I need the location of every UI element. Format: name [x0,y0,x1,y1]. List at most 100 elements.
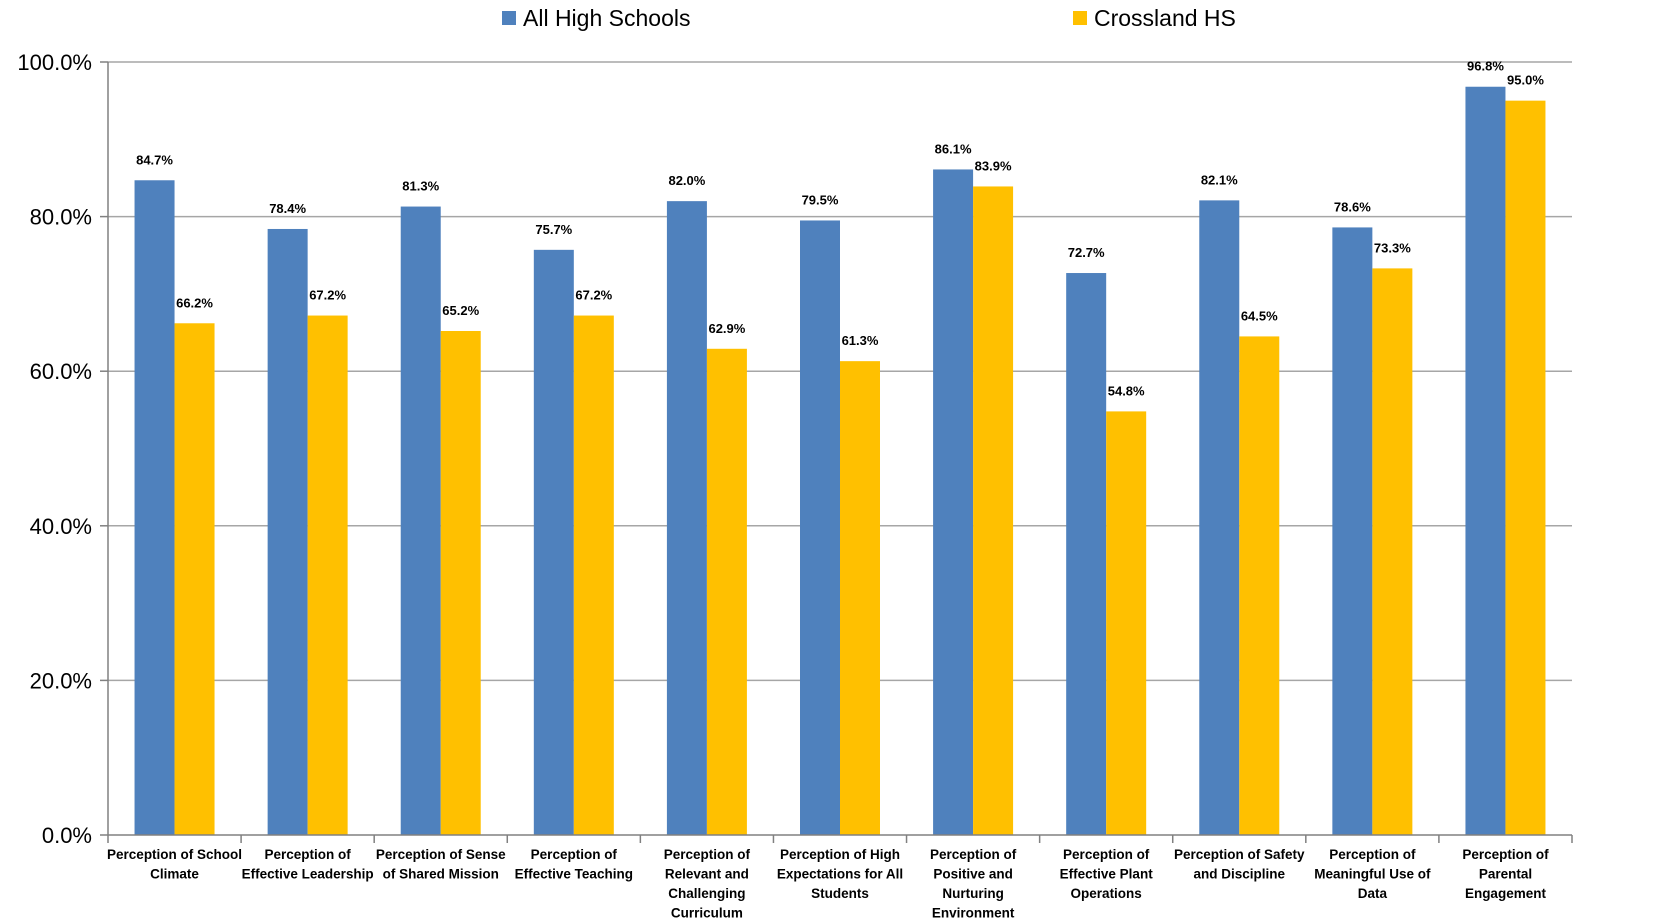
y-axis-ticks: 0.0% 20.0% 40.0% 60.0% 80.0% 100.0% [17,50,108,848]
x-tick-label-line: Climate [150,867,199,882]
data-label: 86.1% [935,141,972,156]
x-tick-label: Perception of Parental Engagement [1462,847,1549,901]
x-tick-label-line: Nurturing [942,886,1004,901]
x-tick-label-line: Engagement [1465,886,1547,901]
x-tick-label: Perception of Relevant and Challenging Curr… [664,847,751,921]
y-tick-label: 40.0% [30,514,92,539]
data-label: 79.5% [802,192,839,207]
x-tick-label-line: Expectations for All [777,867,903,882]
x-tick-label: Perception of Effective Leadership [242,847,374,882]
data-label: 81.3% [402,179,439,194]
bar-crossland-hs [174,323,215,835]
y-tick-label: 0.0% [42,823,92,848]
x-tick-label-line: Operations [1071,886,1142,901]
y-tick-label: 20.0% [30,668,92,693]
x-tick-label-line: Environment [932,906,1015,921]
x-tick-label-line: Perception of Sense [376,847,506,862]
x-tick-label-line: Positive and [933,867,1013,882]
bar-all-high-schools [267,228,308,835]
bar-all-high-schools [1199,200,1240,835]
x-tick-label-line: Effective Teaching [515,867,633,882]
legend-swatch-crossland-hs [1073,11,1087,25]
bar-all-high-schools [400,206,441,835]
bar-crossland-hs [1372,268,1413,835]
y-tick-label: 80.0% [30,205,92,230]
data-label: 83.9% [975,158,1012,173]
x-tick-label-line: Data [1358,886,1388,901]
bar-crossland-hs [440,331,481,835]
x-tick-label-line: Perception of School [107,847,242,862]
data-label: 65.2% [442,303,479,318]
x-tick-label-line: and Discipline [1194,867,1286,882]
x-tick-label: Perception of School Climate [107,847,242,882]
bar-all-high-schools [800,220,840,836]
y-tick-label: 60.0% [30,359,92,384]
x-tick-label-line: Effective Plant [1060,867,1154,882]
data-label: 82.1% [1201,172,1238,187]
x-tick-label-line: Perception of High [780,847,900,862]
x-tick-label: Perception of High Expectations for All St… [777,847,903,901]
axes [107,62,1573,843]
legend: All High Schools Crossland HS [502,5,1236,31]
data-label: 84.7% [136,152,173,167]
data-label: 62.9% [708,321,745,336]
x-tick-label-line: Perception of Safety [1174,847,1305,862]
x-tick-label: Perception of Effective Teaching [515,847,633,882]
bar-crossland-hs [307,315,348,835]
x-tick-label-line: Perception of [1462,847,1549,862]
data-label: 54.8% [1108,383,1145,398]
data-label: 78.6% [1334,199,1371,214]
bar-all-high-schools [134,180,175,836]
y-tick-label: 100.0% [17,50,92,75]
x-tick-label-line: Perception of [265,847,352,862]
data-label: 78.4% [269,201,306,216]
x-tick-label-line: Perception of [664,847,751,862]
x-tick-label-line: Challenging [668,886,745,901]
bar-crossland-hs [1239,336,1280,835]
x-tick-label-line: Curriculum [671,906,743,921]
data-label: 66.2% [176,295,213,310]
legend-label: Crossland HS [1094,5,1236,31]
x-tick-label-line: Parental [1479,867,1532,882]
bar-all-high-schools [666,201,707,835]
bar-all-high-schools [1465,86,1506,835]
legend-label: All High Schools [523,5,690,31]
data-label: 96.8% [1467,59,1504,74]
x-tick-label-line: Students [811,886,869,901]
x-tick-label: Perception of Safety and Discipline [1174,847,1305,882]
x-tick-label: Perception of Sense of Shared Mission [376,847,506,882]
bars [134,86,1546,836]
x-tick-label: Perception of Positive and Nurturing Enviro… [930,847,1017,921]
data-label: 95.0% [1507,73,1544,88]
x-tick-label-line: Perception of [1329,847,1416,862]
data-label: 72.7% [1068,245,1105,260]
x-tick-label-line: Relevant and [665,867,749,882]
value-labels: 84.7% 66.2% 78.4% 67.2% 81.3% 65.2% 75.7% 67.2%… [136,59,1544,399]
bar-crossland-hs [973,186,1014,835]
x-tick-label-line: Effective Leadership [242,867,374,882]
bar-crossland-hs [840,361,880,835]
bar-crossland-hs [1106,411,1147,835]
legend-swatch-all-high-schools [502,11,516,25]
bar-all-high-schools [933,169,974,835]
bar-crossland-hs [573,315,614,835]
x-tick-label-line: of Shared Mission [383,867,499,882]
bar-all-high-schools [533,249,574,836]
x-tick-label-line: Meaningful Use of [1314,867,1431,882]
x-tick-label-line: Perception of [1063,847,1150,862]
x-tick-label-line: Perception of [531,847,618,862]
bar-all-high-schools [1332,227,1373,835]
bar-all-high-schools [1066,273,1107,835]
data-label: 73.3% [1374,240,1411,255]
data-label: 64.5% [1241,308,1278,323]
data-label: 61.3% [842,333,879,348]
data-label: 75.7% [535,222,572,237]
data-label: 82.0% [668,173,705,188]
x-tick-label-line: Perception of [930,847,1017,862]
x-tick-label: Perception of Meaningful Use of Data [1314,847,1431,901]
x-tick-label: Perception of Effective Plant Operations [1060,847,1154,901]
data-label: 67.2% [575,288,612,303]
bar-crossland-hs [706,348,747,835]
